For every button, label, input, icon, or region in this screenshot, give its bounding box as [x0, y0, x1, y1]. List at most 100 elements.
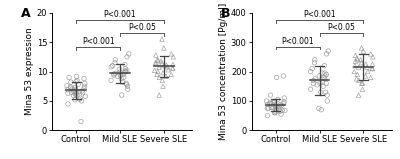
- Point: [156, 66, 162, 69]
- Text: P<0.001: P<0.001: [104, 10, 136, 19]
- Text: B: B: [220, 7, 230, 20]
- Point: [360, 50, 366, 52]
- Point: [72, 88, 79, 90]
- Point: [158, 60, 164, 62]
- Point: [322, 72, 328, 74]
- Point: [68, 91, 75, 94]
- Point: [108, 66, 114, 68]
- Point: [318, 108, 324, 111]
- Point: [310, 82, 316, 85]
- Point: [122, 70, 129, 73]
- Point: [355, 66, 362, 68]
- Point: [68, 81, 74, 83]
- Point: [358, 82, 365, 85]
- Point: [308, 70, 314, 73]
- Point: [163, 64, 170, 66]
- Point: [160, 64, 167, 67]
- Point: [80, 91, 86, 94]
- Point: [369, 67, 376, 70]
- Point: [121, 71, 128, 74]
- Point: [120, 76, 127, 79]
- Point: [264, 103, 270, 106]
- Point: [263, 100, 270, 102]
- Point: [264, 114, 271, 117]
- Point: [116, 68, 122, 70]
- Point: [360, 64, 366, 67]
- Point: [272, 104, 278, 107]
- Point: [363, 63, 369, 66]
- Point: [264, 107, 270, 110]
- Point: [268, 106, 274, 109]
- Point: [272, 108, 279, 111]
- Point: [118, 94, 125, 96]
- Point: [325, 50, 332, 52]
- Point: [72, 99, 78, 101]
- Point: [122, 63, 128, 66]
- Point: [352, 54, 358, 57]
- Point: [117, 74, 124, 77]
- Point: [76, 98, 83, 100]
- Point: [270, 106, 276, 109]
- Point: [74, 75, 80, 78]
- Point: [321, 64, 328, 67]
- Point: [79, 90, 85, 92]
- Point: [267, 102, 273, 105]
- Point: [170, 67, 176, 70]
- Point: [112, 61, 118, 64]
- Point: [356, 79, 362, 82]
- Point: [73, 80, 79, 83]
- Point: [72, 93, 79, 96]
- Point: [66, 76, 72, 79]
- Point: [364, 66, 370, 68]
- Point: [78, 100, 85, 102]
- Point: [110, 64, 116, 67]
- Point: [272, 111, 278, 114]
- Point: [354, 59, 361, 61]
- Point: [122, 70, 128, 72]
- Point: [281, 97, 288, 99]
- Point: [81, 77, 87, 80]
- Point: [74, 79, 80, 82]
- Point: [111, 73, 117, 75]
- Point: [71, 89, 77, 92]
- Point: [322, 91, 329, 93]
- Text: P<0.001: P<0.001: [303, 10, 336, 19]
- Point: [320, 76, 327, 79]
- Point: [271, 111, 278, 114]
- Point: [364, 70, 371, 73]
- Point: [65, 92, 71, 95]
- Point: [270, 104, 276, 106]
- Point: [152, 69, 158, 72]
- Text: P<0.05: P<0.05: [128, 23, 156, 32]
- Point: [74, 94, 80, 96]
- Point: [276, 105, 282, 107]
- Point: [119, 81, 126, 83]
- Text: P<0.001: P<0.001: [82, 37, 114, 46]
- Point: [153, 61, 159, 64]
- Point: [64, 84, 70, 87]
- Point: [277, 110, 283, 113]
- Point: [276, 108, 282, 111]
- Text: A: A: [21, 7, 31, 20]
- Point: [73, 93, 79, 95]
- Point: [126, 53, 132, 55]
- Point: [272, 101, 278, 104]
- Point: [324, 100, 330, 102]
- Point: [164, 66, 171, 68]
- Point: [82, 95, 88, 97]
- Point: [267, 102, 273, 104]
- Point: [170, 67, 176, 69]
- Point: [323, 53, 330, 55]
- Point: [324, 94, 330, 96]
- Point: [309, 67, 315, 70]
- Point: [312, 59, 318, 61]
- Point: [124, 88, 131, 90]
- Point: [160, 71, 166, 74]
- Point: [122, 67, 128, 70]
- Point: [272, 106, 279, 108]
- Point: [307, 88, 314, 90]
- Point: [160, 85, 166, 87]
- Point: [280, 102, 287, 105]
- Point: [310, 79, 317, 82]
- Point: [159, 62, 165, 65]
